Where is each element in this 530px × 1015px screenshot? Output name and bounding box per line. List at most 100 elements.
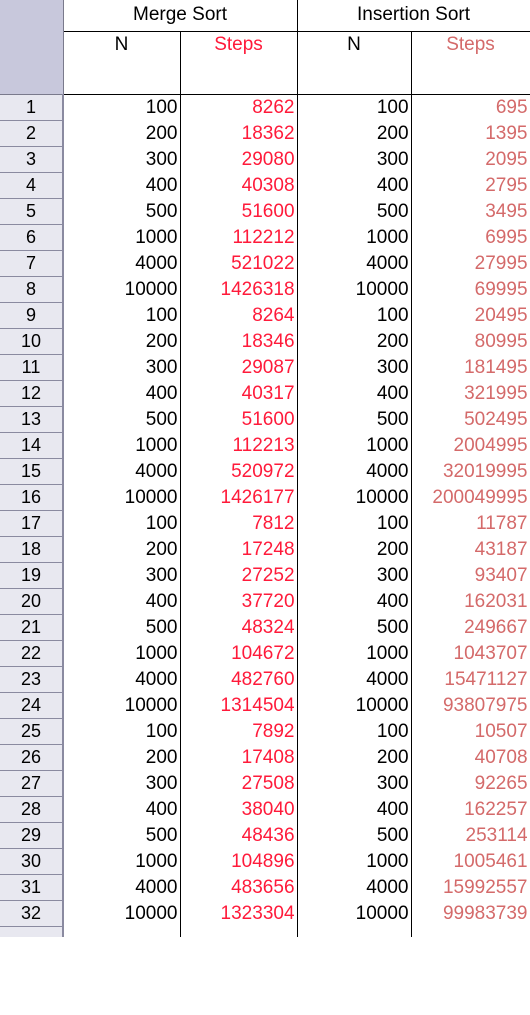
ms-steps-cell[interactable]: 8262	[180, 94, 298, 121]
is-steps-cell[interactable]: 99983739	[411, 900, 530, 927]
row-number[interactable]: 17	[0, 510, 64, 537]
row-number[interactable]: 29	[0, 822, 64, 849]
is-steps-cell[interactable]: 2004995	[411, 432, 530, 459]
row-number[interactable]: 16	[0, 484, 64, 511]
is-n-cell[interactable]: 1000	[297, 224, 412, 251]
ms-steps-cell[interactable]: 51600	[180, 406, 298, 433]
ms-steps-cell[interactable]: 520972	[180, 458, 298, 485]
ms-n-cell[interactable]: 100	[62, 94, 181, 121]
ms-steps-cell[interactable]: 104896	[180, 848, 298, 875]
ms-n-cell[interactable]: 500	[62, 198, 181, 225]
ms-n-cell[interactable]: 10000	[62, 900, 181, 927]
ms-n-cell[interactable]: 400	[62, 380, 181, 407]
ms-steps-cell[interactable]: 48324	[180, 614, 298, 641]
ms-n-cell[interactable]: 400	[62, 172, 181, 199]
row-number[interactable]: 30	[0, 848, 64, 875]
is-steps-cell[interactable]: 20495	[411, 302, 530, 329]
merge-sort-title[interactable]: Merge Sort	[62, 0, 298, 32]
ms-n-cell[interactable]: 500	[62, 614, 181, 641]
is-n-cell[interactable]: 10000	[297, 692, 412, 719]
is-steps-cell[interactable]: 2795	[411, 172, 530, 199]
is-n-cell[interactable]: 4000	[297, 458, 412, 485]
is-n-cell[interactable]: 200	[297, 744, 412, 771]
is-n-cell[interactable]: 1000	[297, 432, 412, 459]
is-n-cell[interactable]: 200	[297, 328, 412, 355]
row-number[interactable]: 21	[0, 614, 64, 641]
is-steps-cell[interactable]: 11787	[411, 510, 530, 537]
row-number[interactable]: 28	[0, 796, 64, 823]
is-steps-cell[interactable]: 181495	[411, 354, 530, 381]
row-number[interactable]: 22	[0, 640, 64, 667]
ms-n-cell[interactable]: 1000	[62, 432, 181, 459]
is-steps-cell[interactable]: 1005461	[411, 848, 530, 875]
row-number[interactable]: 3	[0, 146, 64, 173]
ms-n-cell[interactable]: 400	[62, 796, 181, 823]
is-n-cell[interactable]: 300	[297, 354, 412, 381]
ms-steps-cell[interactable]: 7892	[180, 718, 298, 745]
ms-steps-cell[interactable]: 1426177	[180, 484, 298, 511]
ms-n-cell[interactable]: 200	[62, 744, 181, 771]
row-number[interactable]: 9	[0, 302, 64, 329]
is-steps-cell[interactable]: 80995	[411, 328, 530, 355]
ms-steps-cell[interactable]: 38040	[180, 796, 298, 823]
is-steps-cell[interactable]: 43187	[411, 536, 530, 563]
row-number[interactable]: 11	[0, 354, 64, 381]
ms-n-cell[interactable]: 200	[62, 328, 181, 355]
is-n-cell[interactable]: 400	[297, 172, 412, 199]
ms-steps-cell[interactable]: 18362	[180, 120, 298, 147]
ms-n-cell[interactable]: 1000	[62, 640, 181, 667]
is-n-cell[interactable]: 100	[297, 718, 412, 745]
row-number[interactable]: 25	[0, 718, 64, 745]
empty-cell[interactable]	[411, 926, 530, 937]
is-n-cell[interactable]: 100	[297, 94, 412, 121]
is-steps-cell[interactable]: 27995	[411, 250, 530, 277]
is-n-cell[interactable]: 500	[297, 614, 412, 641]
ms-n-cell[interactable]: 4000	[62, 458, 181, 485]
is-n-cell[interactable]: 100	[297, 302, 412, 329]
is-steps-cell[interactable]: 695	[411, 94, 530, 121]
is-steps-cell[interactable]: 162031	[411, 588, 530, 615]
is-n-cell[interactable]: 500	[297, 198, 412, 225]
ms-steps-cell[interactable]: 40317	[180, 380, 298, 407]
is-n-cell[interactable]: 10000	[297, 484, 412, 511]
is-steps-cell[interactable]: 321995	[411, 380, 530, 407]
ms-n-cell[interactable]: 100	[62, 510, 181, 537]
ms-steps-cell[interactable]: 1314504	[180, 692, 298, 719]
ms-steps-cell[interactable]: 8264	[180, 302, 298, 329]
ms-steps-cell[interactable]: 37720	[180, 588, 298, 615]
row-number[interactable]: 18	[0, 536, 64, 563]
row-number[interactable]: 20	[0, 588, 64, 615]
ms-n-cell[interactable]: 1000	[62, 224, 181, 251]
is-steps-cell[interactable]: 3495	[411, 198, 530, 225]
ms-steps-cell[interactable]: 48436	[180, 822, 298, 849]
ms-n-cell[interactable]: 100	[62, 302, 181, 329]
is-n-cell[interactable]: 4000	[297, 666, 412, 693]
ms-steps-cell[interactable]: 7812	[180, 510, 298, 537]
is-n-cell[interactable]: 300	[297, 562, 412, 589]
is-steps-cell[interactable]: 92265	[411, 770, 530, 797]
row-number[interactable]: 10	[0, 328, 64, 355]
ms-n-cell[interactable]: 10000	[62, 692, 181, 719]
row-number-partial[interactable]	[0, 926, 64, 937]
row-number[interactable]: 27	[0, 770, 64, 797]
ms-n-cell[interactable]: 500	[62, 822, 181, 849]
is-steps-cell[interactable]: 15992557	[411, 874, 530, 901]
is-n-cell[interactable]: 10000	[297, 276, 412, 303]
is-n-cell[interactable]: 4000	[297, 250, 412, 277]
is-n-cell[interactable]: 1000	[297, 640, 412, 667]
ms-steps-cell[interactable]: 521022	[180, 250, 298, 277]
is-steps-cell[interactable]: 93807975	[411, 692, 530, 719]
is-steps-cell[interactable]: 32019995	[411, 458, 530, 485]
ms-steps-cell[interactable]: 17408	[180, 744, 298, 771]
is-steps-cell[interactable]: 1395	[411, 120, 530, 147]
row-number[interactable]: 4	[0, 172, 64, 199]
ms-n-cell[interactable]: 200	[62, 120, 181, 147]
ms-n-cell[interactable]: 300	[62, 146, 181, 173]
is-steps-cell[interactable]: 6995	[411, 224, 530, 251]
is-n-cell[interactable]: 1000	[297, 848, 412, 875]
is-steps-cell[interactable]: 200049995	[411, 484, 530, 511]
ms-n-cell[interactable]: 300	[62, 354, 181, 381]
is-steps-cell[interactable]: 502495	[411, 406, 530, 433]
ms-n-cell[interactable]: 100	[62, 718, 181, 745]
ms-n-cell[interactable]: 4000	[62, 250, 181, 277]
